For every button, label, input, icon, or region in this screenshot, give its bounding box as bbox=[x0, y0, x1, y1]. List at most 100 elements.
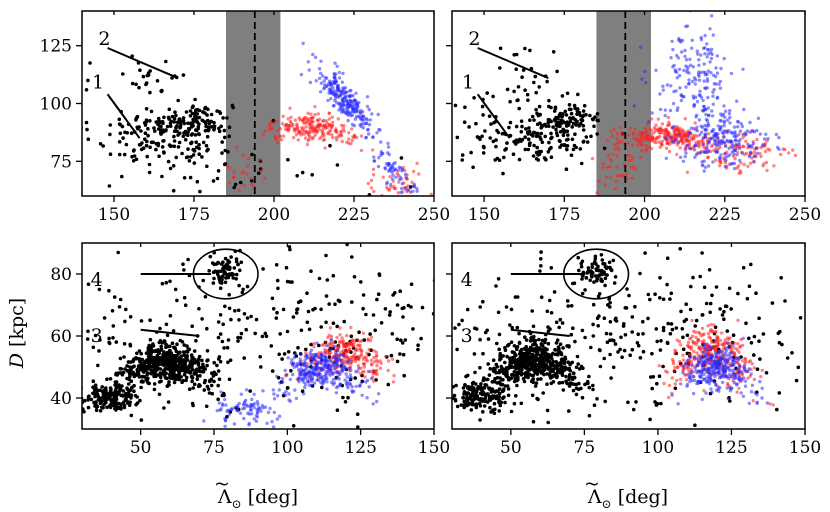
star-point bbox=[345, 350, 350, 354]
star-point bbox=[120, 384, 124, 388]
star-point bbox=[175, 298, 179, 303]
star-point bbox=[518, 137, 522, 142]
star-point bbox=[481, 113, 485, 117]
star-point bbox=[518, 359, 522, 364]
star-point bbox=[247, 421, 251, 426]
star-point bbox=[271, 307, 276, 311]
star-point bbox=[218, 286, 223, 291]
x-tick-label: 175 bbox=[178, 205, 210, 225]
star-point bbox=[399, 338, 403, 343]
star-point bbox=[478, 404, 483, 408]
star-point bbox=[502, 155, 506, 160]
star-point bbox=[348, 111, 352, 115]
star-point bbox=[505, 141, 509, 145]
star-point bbox=[158, 128, 163, 132]
star-point bbox=[162, 406, 166, 410]
star-point bbox=[275, 278, 280, 283]
star-point bbox=[719, 112, 723, 116]
star-point bbox=[483, 398, 487, 402]
star-point bbox=[124, 393, 129, 397]
star-point bbox=[672, 63, 676, 68]
star-point bbox=[705, 55, 709, 59]
star-point bbox=[492, 401, 497, 406]
star-point bbox=[513, 353, 518, 358]
star-point bbox=[736, 150, 740, 154]
star-point bbox=[763, 149, 768, 154]
annotation-pointer bbox=[140, 328, 200, 337]
star-point bbox=[742, 107, 746, 112]
star-point bbox=[703, 33, 707, 38]
star-point bbox=[670, 39, 674, 43]
star-point bbox=[614, 316, 618, 321]
star-point bbox=[292, 365, 296, 369]
star-point bbox=[560, 380, 565, 385]
star-point bbox=[585, 270, 590, 275]
star-point bbox=[662, 128, 667, 132]
star-point bbox=[470, 402, 475, 407]
star-point bbox=[319, 59, 323, 63]
star-point bbox=[176, 352, 180, 356]
star-point bbox=[685, 333, 690, 338]
star-point bbox=[191, 153, 196, 157]
star-point bbox=[399, 156, 404, 160]
star-point bbox=[278, 134, 283, 139]
star-point bbox=[219, 407, 223, 411]
star-point bbox=[578, 113, 583, 118]
star-point bbox=[309, 353, 313, 357]
star-point bbox=[647, 120, 651, 124]
star-point bbox=[389, 182, 393, 187]
star-point bbox=[335, 138, 339, 142]
star-point bbox=[156, 143, 160, 148]
star-point bbox=[304, 120, 308, 124]
star-point bbox=[359, 350, 364, 354]
star-point bbox=[206, 118, 210, 123]
annotation-label: 4 bbox=[91, 269, 103, 291]
star-point bbox=[770, 301, 775, 305]
star-point bbox=[415, 161, 419, 166]
star-point bbox=[370, 376, 374, 381]
star-point bbox=[353, 134, 357, 138]
star-point bbox=[498, 403, 503, 408]
star-point bbox=[663, 113, 667, 118]
star-point bbox=[360, 339, 364, 343]
star-point bbox=[119, 367, 124, 371]
star-point bbox=[128, 342, 132, 347]
annotation-label: 1 bbox=[462, 72, 474, 94]
star-point bbox=[129, 413, 134, 418]
star-point bbox=[209, 112, 214, 117]
star-point bbox=[693, 423, 697, 428]
star-point bbox=[772, 164, 776, 168]
star-point bbox=[186, 121, 190, 126]
star-point bbox=[556, 367, 560, 371]
annotation-2: 2 bbox=[468, 28, 549, 79]
star-point bbox=[539, 356, 544, 360]
star-point bbox=[177, 140, 182, 145]
star-point bbox=[135, 351, 139, 356]
star-point bbox=[188, 175, 193, 180]
star-point bbox=[144, 107, 149, 111]
star-point bbox=[471, 399, 475, 404]
star-point bbox=[232, 170, 236, 174]
star-point bbox=[303, 385, 307, 390]
star-point bbox=[711, 73, 716, 78]
star-point bbox=[660, 122, 665, 126]
star-point bbox=[648, 417, 652, 422]
star-point bbox=[305, 291, 309, 296]
star-point bbox=[180, 151, 184, 156]
x-tick-label: 150 bbox=[98, 205, 130, 225]
star-point bbox=[234, 259, 239, 264]
star-point bbox=[489, 122, 493, 126]
star-point bbox=[752, 366, 757, 370]
y-tick-label: 125 bbox=[40, 37, 72, 57]
star-point bbox=[166, 367, 170, 371]
star-point bbox=[677, 339, 682, 344]
star-point bbox=[316, 360, 320, 364]
star-point bbox=[722, 317, 726, 322]
star-point bbox=[216, 272, 220, 277]
star-point bbox=[111, 324, 116, 328]
star-point bbox=[759, 375, 763, 379]
star-point bbox=[658, 92, 662, 96]
star-point bbox=[549, 145, 553, 150]
star-point bbox=[701, 46, 706, 51]
star-point bbox=[516, 98, 520, 102]
